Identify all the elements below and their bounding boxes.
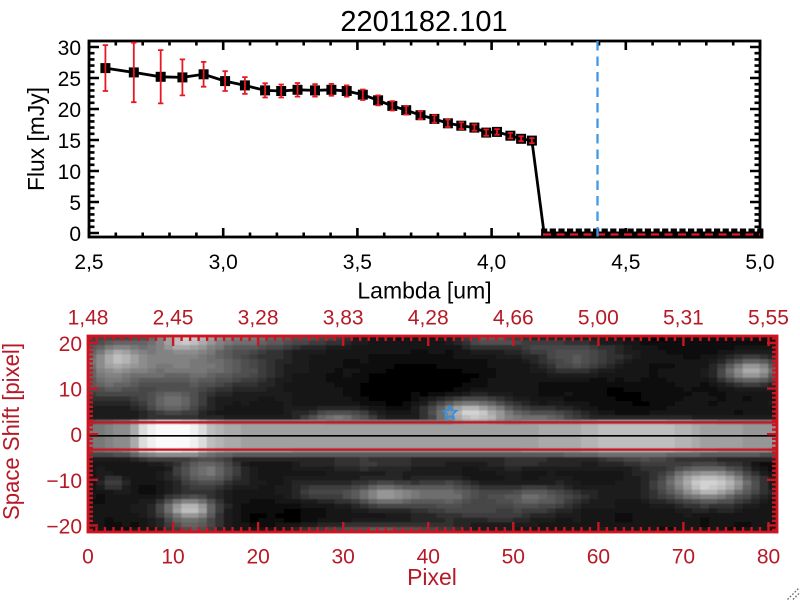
svg-text:Space Shift [pixel]: Space Shift [pixel] — [0, 343, 24, 520]
svg-text:50: 50 — [502, 546, 525, 569]
svg-text:Lambda [um]: Lambda [um] — [357, 278, 491, 304]
svg-text:2201182.101: 2201182.101 — [340, 6, 507, 38]
svg-text:40: 40 — [417, 546, 440, 569]
svg-text:20: 20 — [246, 546, 269, 569]
svg-text:20: 20 — [59, 333, 82, 356]
svg-text:1,48: 1,48 — [68, 307, 109, 330]
svg-text:2,5: 2,5 — [74, 251, 103, 274]
svg-text:60: 60 — [587, 546, 610, 569]
svg-text:5,0: 5,0 — [745, 251, 774, 274]
svg-text:5,00: 5,00 — [578, 307, 619, 330]
svg-text:Flux [mJy]: Flux [mJy] — [23, 87, 49, 191]
svg-text:4,0: 4,0 — [477, 251, 506, 274]
svg-text:70: 70 — [672, 546, 695, 569]
svg-text:15: 15 — [58, 130, 81, 153]
svg-text:Pixel: Pixel — [407, 564, 457, 590]
svg-text:0: 0 — [70, 424, 82, 447]
svg-text:−20: −20 — [46, 515, 82, 538]
svg-text:10: 10 — [58, 161, 81, 184]
svg-text:3,0: 3,0 — [209, 251, 238, 274]
svg-text:0: 0 — [69, 223, 81, 246]
svg-text:−10: −10 — [46, 470, 82, 493]
svg-text:2,45: 2,45 — [153, 307, 194, 330]
svg-text:10: 10 — [161, 546, 184, 569]
svg-text:10: 10 — [59, 379, 82, 402]
svg-text:5: 5 — [69, 192, 81, 215]
svg-text:3,5: 3,5 — [343, 251, 372, 274]
svg-text:0: 0 — [82, 546, 94, 569]
svg-text:4,5: 4,5 — [611, 251, 640, 274]
svg-text:4,66: 4,66 — [493, 307, 534, 330]
svg-text:4,28: 4,28 — [408, 307, 449, 330]
svg-text:5,55: 5,55 — [748, 307, 789, 330]
svg-text:3,28: 3,28 — [238, 307, 279, 330]
svg-text:25: 25 — [58, 68, 81, 91]
svg-text:30: 30 — [332, 546, 355, 569]
svg-text:80: 80 — [757, 546, 780, 569]
svg-text:20: 20 — [58, 99, 81, 122]
svg-text:3,83: 3,83 — [323, 307, 364, 330]
svg-text:30: 30 — [58, 37, 81, 60]
svg-text:5,31: 5,31 — [663, 307, 704, 330]
